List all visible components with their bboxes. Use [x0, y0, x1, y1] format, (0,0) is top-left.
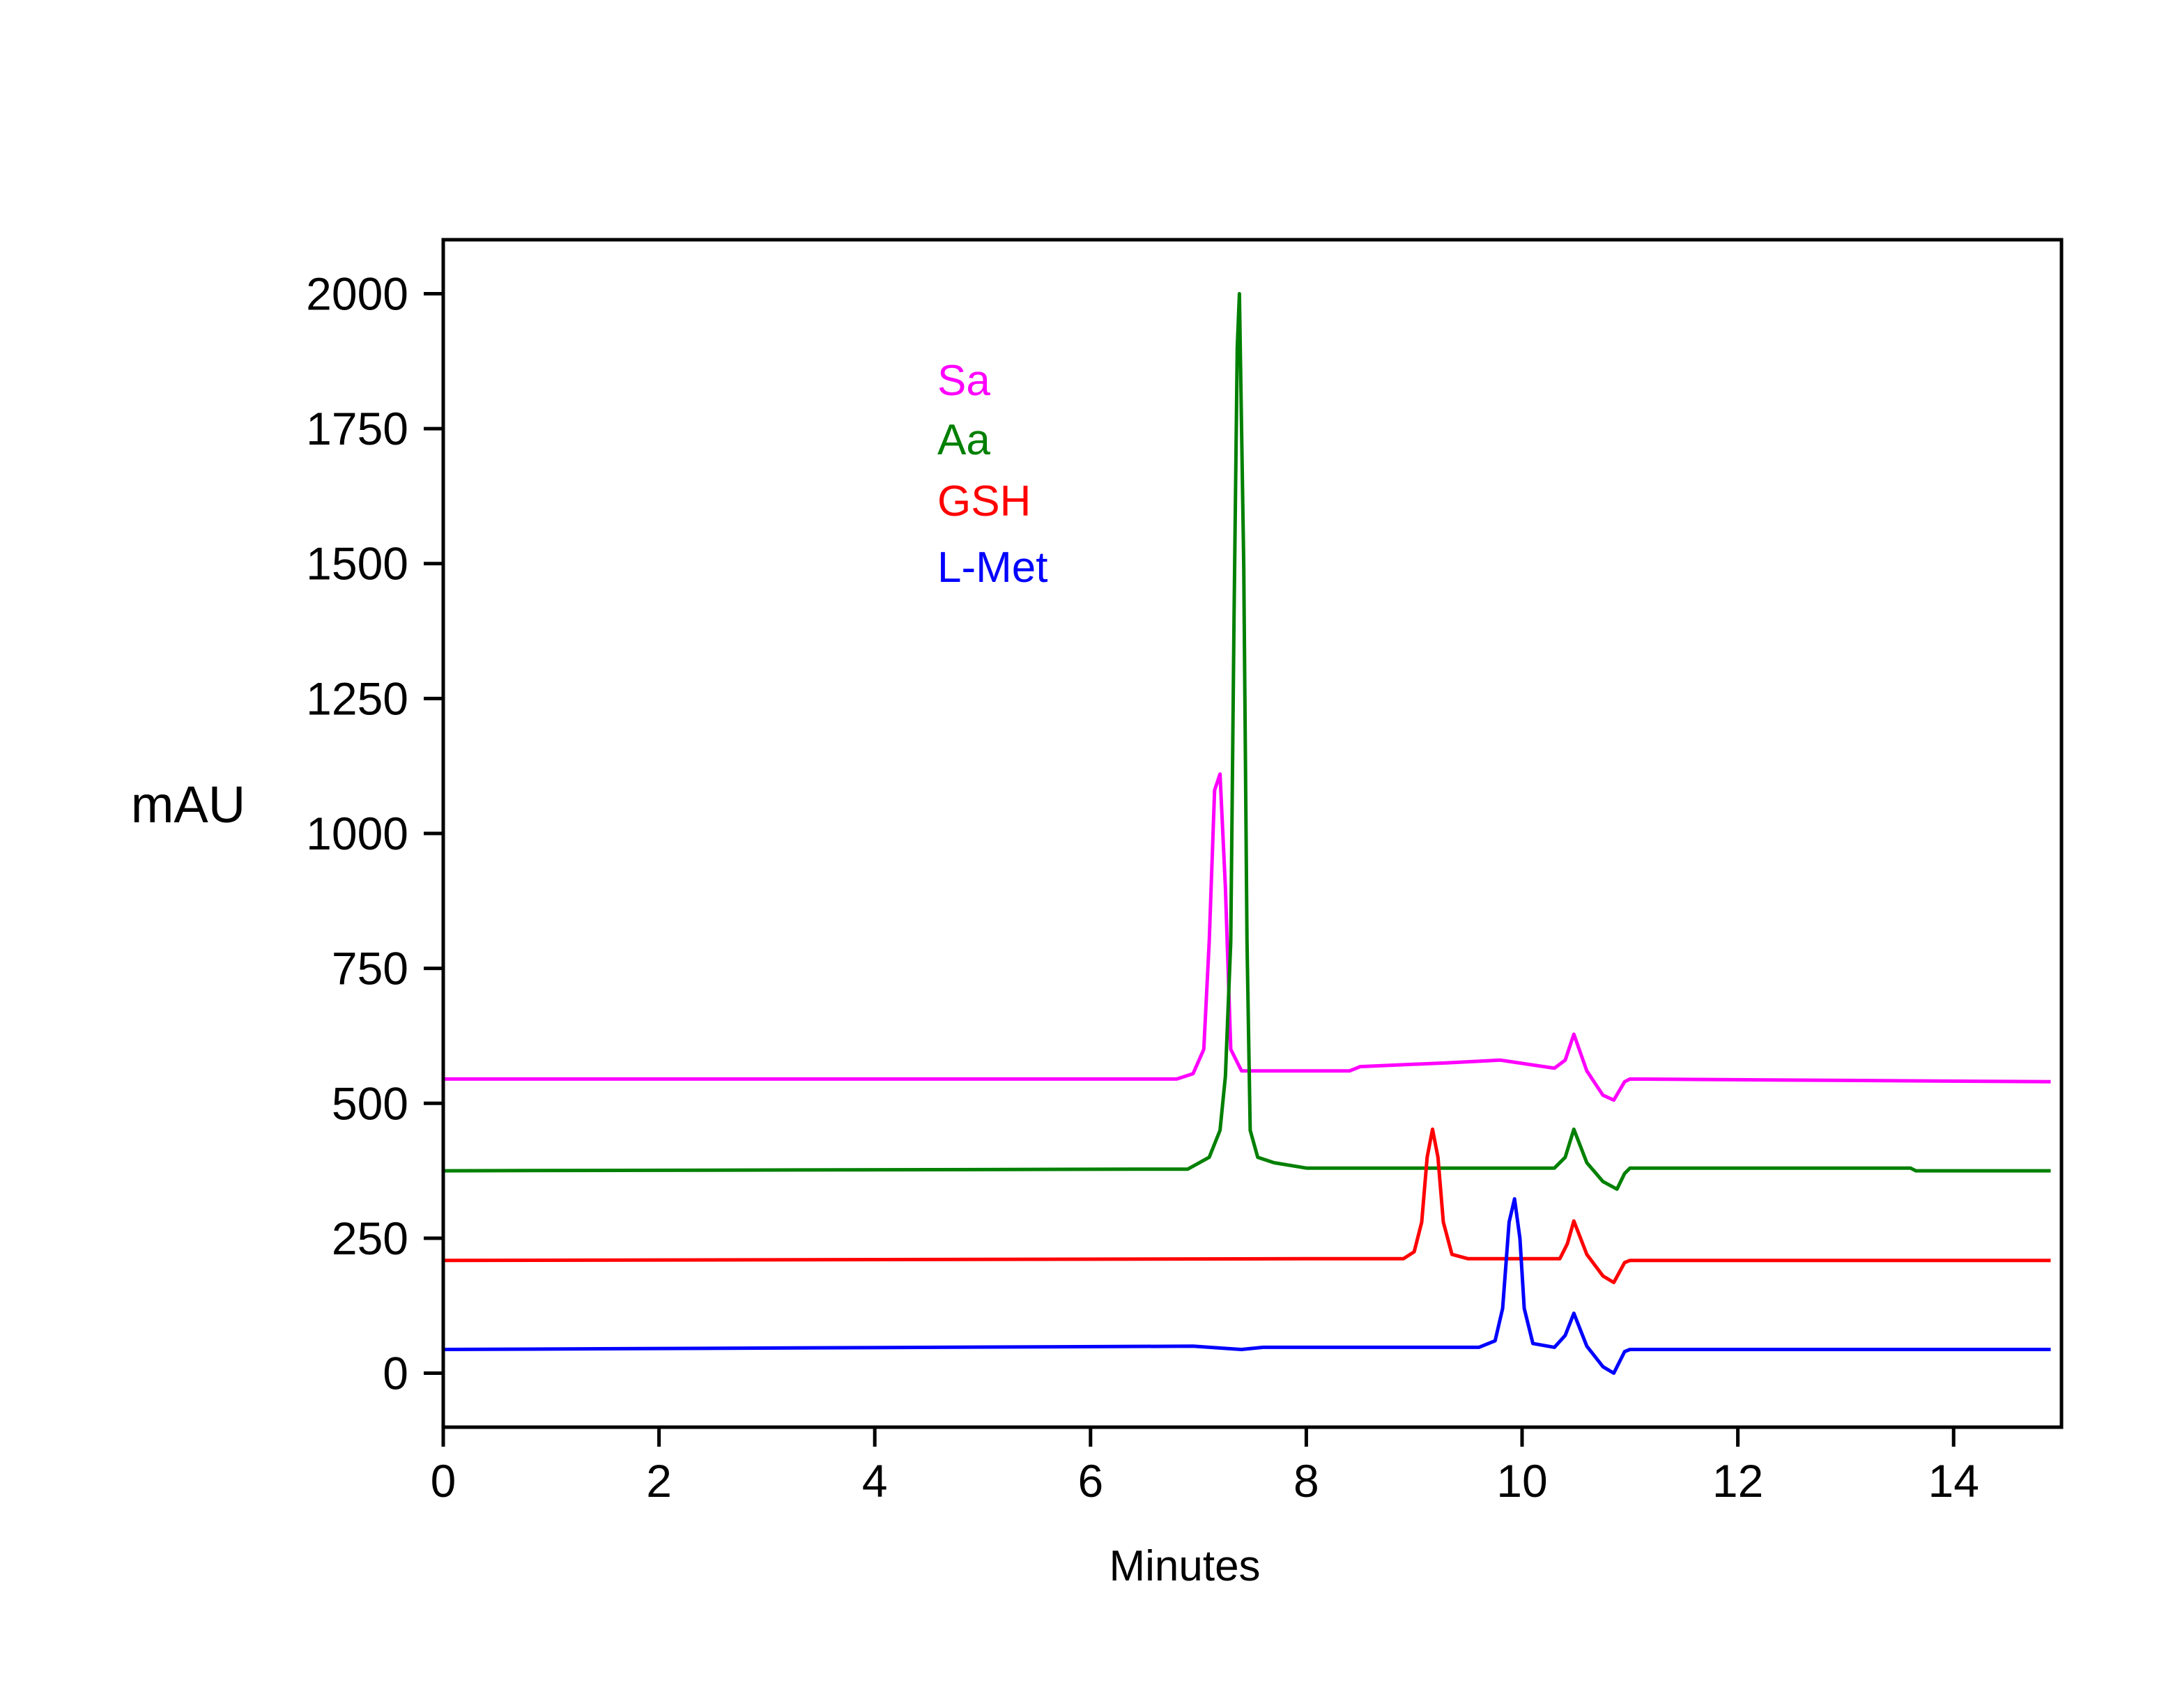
y-axis: 0 250 500 750 1000 1250 1500 1750 2000 — [306, 268, 443, 1399]
y-tick-label: 0 — [383, 1348, 408, 1399]
x-tick-label: 2 — [646, 1455, 672, 1507]
series-line-gsh — [443, 1128, 2051, 1284]
legend-entry: GSH — [937, 477, 1031, 525]
y-tick-label: 2000 — [306, 268, 408, 319]
plot-frame — [441, 238, 2064, 1429]
x-tick-label: 12 — [1712, 1455, 1763, 1507]
legend-entry: Aa — [937, 416, 990, 464]
y-tick-label: 750 — [332, 943, 408, 994]
series-line-aa — [443, 292, 2051, 1191]
x-tick-label: 4 — [862, 1455, 888, 1507]
y-tick-label: 500 — [332, 1077, 408, 1129]
legend-entry: L-Met — [937, 544, 1047, 592]
x-tick-label: 10 — [1496, 1455, 1547, 1507]
x-tick-label: 6 — [1077, 1455, 1103, 1507]
series-line-l-met — [443, 1197, 2051, 1375]
x-tick-label: 14 — [1928, 1455, 1979, 1507]
y-tick-label: 1000 — [306, 808, 408, 859]
y-tick-label: 1500 — [306, 538, 408, 590]
legend-entry: Sa — [937, 357, 990, 405]
x-axis: 0 2 4 6 8 10 12 14 — [431, 1427, 1979, 1507]
series-line-sa — [443, 772, 2051, 1102]
legend: Sa Aa GSH L-Met — [937, 357, 1047, 592]
y-tick-label: 1250 — [306, 672, 408, 724]
x-tick-label: 0 — [431, 1455, 456, 1507]
y-tick-label: 250 — [332, 1213, 408, 1264]
traces — [443, 292, 2051, 1375]
x-tick-label: 8 — [1293, 1455, 1319, 1507]
y-tick-label: 1750 — [306, 403, 408, 454]
y-axis-label: mAU — [131, 776, 245, 833]
x-axis-label: Minutes — [1109, 1542, 1260, 1590]
